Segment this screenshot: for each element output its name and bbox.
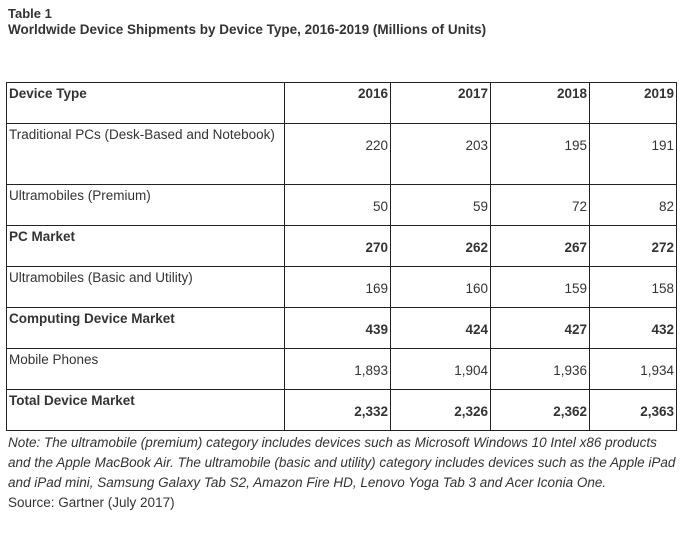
table-cell: 158 (589, 266, 677, 308)
table-cell: 159 (490, 266, 590, 308)
table-cell: 262 (390, 225, 491, 267)
table-cell: 432 (589, 307, 677, 349)
table-cell: 1,936 (490, 348, 590, 390)
row-label-computing-device-market: Computing Device Market (6, 307, 285, 349)
table-cell: 191 (589, 123, 677, 185)
table-cell: 220 (284, 123, 391, 185)
column-header-2016: 2016 (284, 82, 391, 124)
column-header-2019: 2019 (589, 82, 677, 124)
table-row: Traditional PCs (Desk-Based and Notebook… (6, 123, 677, 185)
table-row: Ultramobiles (Premium) 50 59 72 82 (6, 184, 677, 226)
table-cell: 59 (390, 184, 491, 226)
table-cell: 50 (284, 184, 391, 226)
table-cell: 2,362 (490, 389, 590, 431)
table-row: Mobile Phones 1,893 1,904 1,936 1,934 (6, 348, 677, 390)
table-cell: 267 (490, 225, 590, 267)
table-label: Table 1 (8, 6, 52, 21)
table-cell: 2,332 (284, 389, 391, 431)
table-footnote: Note: The ultramobile (premium) category… (8, 433, 678, 513)
row-label-total-device-market: Total Device Market (6, 389, 285, 431)
table-cell: 439 (284, 307, 391, 349)
table-title: Worldwide Device Shipments by Device Typ… (8, 22, 487, 37)
note-text: Note: The ultramobile (premium) category… (8, 435, 676, 490)
table-row: Computing Device Market 439 424 427 432 (6, 307, 677, 349)
table-cell: 1,934 (589, 348, 677, 390)
table-header-row: Device Type 2016 2017 2018 2019 (6, 82, 677, 124)
row-label-ultramobiles-premium: Ultramobiles (Premium) (6, 184, 285, 226)
table-cell: 160 (390, 266, 491, 308)
column-header-2018: 2018 (490, 82, 590, 124)
shipments-table: Device Type 2016 2017 2018 2019 Traditio… (6, 82, 677, 431)
table-cell: 1,904 (390, 348, 491, 390)
table-row: Total Device Market 2,332 2,326 2,362 2,… (6, 389, 677, 431)
column-header-device-type: Device Type (6, 82, 285, 124)
table-row: PC Market 270 262 267 272 (6, 225, 677, 267)
table-cell: 270 (284, 225, 391, 267)
table-cell: 1,893 (284, 348, 391, 390)
row-label-mobile-phones: Mobile Phones (6, 348, 285, 390)
source-text: Source: Gartner (July 2017) (8, 495, 175, 510)
table-cell: 424 (390, 307, 491, 349)
table-cell: 2,326 (390, 389, 491, 431)
table-row: Ultramobiles (Basic and Utility) 169 160… (6, 266, 677, 308)
table-cell: 2,363 (589, 389, 677, 431)
row-label-ultramobiles-basic: Ultramobiles (Basic and Utility) (6, 266, 285, 308)
table-cell: 169 (284, 266, 391, 308)
row-label-pc-market: PC Market (6, 225, 285, 267)
row-label-traditional-pcs: Traditional PCs (Desk-Based and Notebook… (6, 123, 285, 185)
table-cell: 72 (490, 184, 590, 226)
table-cell: 427 (490, 307, 590, 349)
table-cell: 203 (390, 123, 491, 185)
table-caption: Table 1 Worldwide Device Shipments by De… (8, 6, 678, 39)
column-header-2017: 2017 (390, 82, 491, 124)
table-cell: 272 (589, 225, 677, 267)
table-cell: 195 (490, 123, 590, 185)
table-cell: 82 (589, 184, 677, 226)
